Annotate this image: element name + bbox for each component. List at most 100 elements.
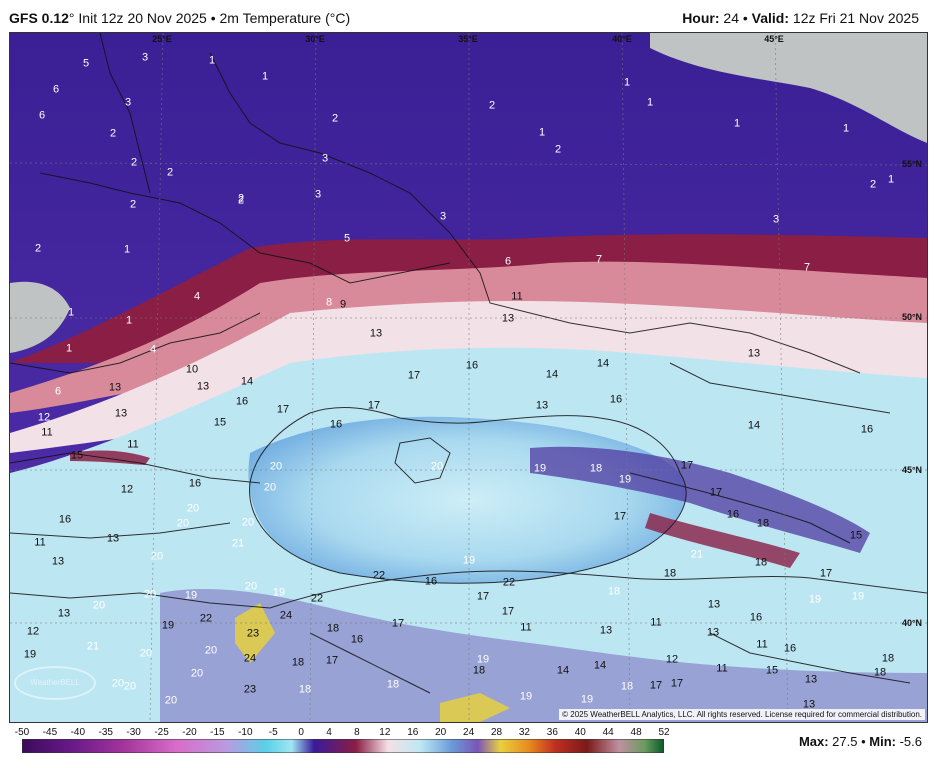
- colorbar-tick-label: -35: [98, 727, 113, 738]
- map-background: [10, 33, 927, 722]
- hour-value: 24 •: [719, 10, 752, 26]
- temperature-value: 20: [164, 694, 178, 707]
- temperature-value: 2: [34, 242, 42, 255]
- lat-label-45n: 45°N: [901, 465, 923, 475]
- temperature-value: 23: [246, 627, 260, 640]
- temperature-value: 1: [261, 70, 269, 83]
- temperature-value: 17: [501, 605, 515, 618]
- temperature-value: 5: [343, 232, 351, 245]
- temperature-value: 17: [709, 486, 723, 499]
- colorbar-tick-label: -40: [70, 727, 86, 738]
- temperature-value: 7: [803, 261, 811, 274]
- temperature-value: 17: [367, 399, 381, 412]
- temperature-value: 16: [749, 611, 763, 624]
- temperature-value: 16: [188, 477, 202, 490]
- temperature-value: 9: [339, 298, 347, 311]
- lon-label-40e: 40°E: [612, 34, 632, 44]
- temperature-map[interactable]: 25°E 30°E 35°E 40°E 45°E 55°N 50°N 45°N …: [9, 32, 928, 723]
- colorbar-tick-label: 8: [354, 727, 360, 738]
- temperature-value: 2: [554, 143, 562, 156]
- valid-time: Hour: 24 • Valid: 12z Fri 21 Nov 2025: [682, 10, 919, 26]
- temperature-value: 19: [519, 690, 533, 703]
- temperature-value: 2: [869, 178, 877, 191]
- colorbar-tick-label: -25: [154, 727, 169, 738]
- temperature-value: 2: [237, 194, 245, 207]
- temperature-value: 22: [199, 612, 213, 625]
- temperature-value: 17: [476, 590, 490, 603]
- temperature-value: 19: [851, 590, 865, 603]
- temperature-value: 1: [208, 54, 216, 67]
- temperature-value: 10: [185, 363, 199, 376]
- colorbar-tick-label: 52: [658, 727, 670, 738]
- temperature-value: 1: [887, 173, 895, 186]
- temperature-value: 17: [670, 677, 684, 690]
- temperature-value: 19: [184, 589, 198, 602]
- colorbar-tick-label: -15: [210, 727, 225, 738]
- temperature-value: 19: [618, 473, 632, 486]
- temperature-value: 11: [34, 536, 46, 549]
- temperature-value: 20: [204, 644, 218, 657]
- temperature-value: 4: [149, 343, 157, 356]
- colorbar-tick-label: 0: [298, 727, 304, 738]
- temperature-value: 16: [58, 513, 72, 526]
- colorbar-tick-label: -30: [126, 727, 141, 738]
- temperature-value: 2: [488, 99, 496, 112]
- temperature-value: 18: [298, 683, 312, 696]
- temperature-value: 13: [106, 532, 120, 545]
- temperature-value: 21: [86, 640, 100, 653]
- temperature-value: 20: [139, 647, 153, 660]
- temperature-value: 18: [881, 652, 895, 665]
- temperature-value: 17: [325, 654, 339, 667]
- temperature-value: 1: [123, 243, 131, 256]
- logo-text: WeatherBELL: [30, 678, 80, 687]
- temperature-value: 13: [51, 555, 65, 568]
- colorbar-tick-label: -10: [238, 727, 253, 738]
- temperature-value: 18: [607, 585, 621, 598]
- temperature-value: 5: [82, 57, 90, 70]
- temperature-value: 24: [279, 609, 293, 622]
- colorbar-tick-label: -45: [42, 727, 58, 738]
- temperature-value: 14: [556, 664, 570, 677]
- temperature-value: 21: [690, 548, 704, 561]
- temperature-value: 2: [331, 112, 339, 125]
- temperature-value: 19: [580, 693, 594, 706]
- temperature-value: 20: [241, 516, 255, 529]
- temperature-value: 13: [535, 399, 549, 412]
- temperature-value: 20: [263, 481, 277, 494]
- colorbar-ticks: -50 -45 -40 -35 -30 -25 -20 -15 -10 -5 0 4 8 12 16 20 24…: [0, 727, 700, 739]
- colorbar-tick-label: 44: [602, 727, 614, 738]
- temperature-value: 12: [120, 483, 134, 496]
- colorbar-tick-label: 48: [630, 727, 642, 738]
- temperature-value: 19: [161, 619, 175, 632]
- temperature-value: 1: [67, 306, 75, 319]
- temperature-value: 13: [108, 381, 122, 394]
- temperature-value: 20: [186, 502, 200, 515]
- temperature-value: 15: [70, 449, 84, 462]
- colorbar-tick-label: 36: [546, 727, 558, 738]
- temperature-value: 13: [706, 626, 720, 639]
- temperature-value: 19: [533, 462, 547, 475]
- temperature-value: 3: [321, 152, 329, 165]
- init-text: Init 12z 20 Nov 2025 • 2m Temperature (°…: [74, 10, 351, 26]
- temperature-value: 18: [873, 666, 887, 679]
- temperature-value: 17: [407, 369, 421, 382]
- temperature-value: 3: [124, 96, 132, 109]
- temperature-value: 1: [623, 76, 631, 89]
- colorbar-tick-label: 4: [326, 727, 332, 738]
- weatherbell-logo: WeatherBELL: [14, 666, 96, 700]
- colorbar-tick-label: 12: [379, 727, 391, 738]
- temperature-value: 8: [325, 296, 333, 309]
- temperature-value: 15: [765, 664, 779, 677]
- colorbar-tick-label: 28: [490, 727, 503, 738]
- temperature-value: 13: [369, 327, 383, 340]
- temperature-value: 11: [756, 638, 768, 651]
- temperature-value: 16: [424, 575, 438, 588]
- temperature-value: 18: [754, 556, 768, 569]
- temperature-value: 17: [276, 403, 290, 416]
- temperature-value: 19: [476, 653, 490, 666]
- temperature-value: 13: [114, 407, 128, 420]
- temperature-value: 16: [465, 359, 479, 372]
- temperature-value: 20: [269, 460, 283, 473]
- temperature-value: 20: [176, 517, 190, 530]
- min-value: -5.6: [895, 734, 922, 749]
